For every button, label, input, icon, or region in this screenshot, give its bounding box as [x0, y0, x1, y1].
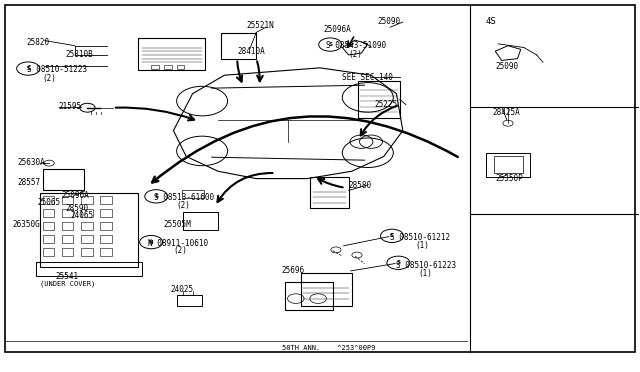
Bar	[100, 222, 111, 230]
Bar	[183, 212, 218, 230]
Text: (UNDER COVER): (UNDER COVER)	[40, 280, 95, 287]
Text: (2): (2)	[349, 50, 362, 59]
Bar	[358, 81, 399, 118]
Bar	[301, 273, 352, 306]
Text: 4S: 4S	[486, 17, 497, 26]
Bar	[151, 65, 159, 69]
Text: S: S	[396, 260, 401, 265]
Text: 26350G: 26350G	[13, 220, 40, 229]
Text: 24065: 24065	[70, 211, 93, 220]
Bar	[310, 177, 349, 208]
Text: 28425A: 28425A	[492, 108, 520, 117]
Bar	[62, 235, 74, 243]
Text: 25810B: 25810B	[65, 51, 93, 60]
Bar	[62, 248, 74, 256]
Bar	[81, 209, 93, 217]
Text: (1): (1)	[419, 269, 433, 278]
Text: S 08510-61223: S 08510-61223	[396, 261, 456, 270]
Bar	[43, 235, 54, 243]
Bar	[138, 38, 205, 70]
Text: SEE SEC.140: SEE SEC.140	[342, 73, 393, 81]
Bar	[177, 65, 184, 69]
Text: (2): (2)	[177, 201, 191, 210]
Text: S 08510-61212: S 08510-61212	[390, 233, 450, 242]
Bar	[182, 190, 204, 198]
Bar	[43, 169, 84, 190]
Text: 25090: 25090	[495, 61, 518, 71]
Text: N: N	[149, 240, 154, 245]
Text: S: S	[154, 194, 158, 199]
Bar	[100, 196, 111, 205]
Bar	[62, 196, 74, 205]
Bar	[43, 222, 54, 230]
Text: S 08543-51090: S 08543-51090	[326, 41, 387, 50]
Text: 25096A: 25096A	[323, 25, 351, 33]
Bar	[43, 209, 54, 217]
Text: 25350P: 25350P	[495, 174, 523, 183]
Text: 25096A: 25096A	[62, 191, 90, 200]
Text: 25696: 25696	[282, 266, 305, 275]
Bar	[100, 248, 111, 256]
Bar	[164, 65, 172, 69]
Bar	[494, 157, 523, 173]
Bar	[43, 248, 54, 256]
Text: 25225: 25225	[374, 100, 397, 109]
Bar	[36, 262, 141, 276]
Bar	[486, 153, 531, 177]
Text: S 08510-51223: S 08510-51223	[27, 65, 87, 74]
Bar	[62, 209, 74, 217]
Bar	[81, 235, 93, 243]
Bar	[62, 222, 74, 230]
Text: 25630A: 25630A	[17, 157, 45, 167]
Text: 25065: 25065	[37, 198, 60, 207]
Text: S: S	[26, 66, 30, 71]
Text: S 08513-61600: S 08513-61600	[154, 193, 214, 202]
Text: N 08911-10610: N 08911-10610	[148, 239, 208, 248]
Text: 25820: 25820	[27, 38, 50, 46]
Bar	[100, 235, 111, 243]
Text: 21595: 21595	[59, 102, 82, 111]
Text: S: S	[328, 42, 332, 47]
Bar	[81, 222, 93, 230]
Bar	[81, 248, 93, 256]
Text: 28557: 28557	[17, 178, 40, 187]
Text: 25090: 25090	[378, 17, 401, 26]
Text: (2): (2)	[43, 74, 57, 83]
Text: (1): (1)	[415, 241, 429, 250]
Text: 28410A: 28410A	[237, 47, 265, 56]
Bar	[81, 196, 93, 205]
Bar	[43, 196, 54, 205]
Text: 24025: 24025	[170, 285, 193, 294]
Text: 50TH ANN.    ^253^00P9: 50TH ANN. ^253^00P9	[282, 346, 375, 352]
Text: S: S	[390, 233, 394, 238]
Bar	[100, 209, 111, 217]
Text: 25541: 25541	[56, 272, 79, 281]
Text: 25521N: 25521N	[246, 21, 275, 30]
Bar	[221, 33, 256, 59]
Text: 28580: 28580	[349, 182, 372, 190]
Bar	[40, 193, 138, 267]
Text: 28590: 28590	[65, 203, 88, 213]
Bar	[177, 295, 202, 306]
Bar	[285, 282, 333, 310]
Text: 25505M: 25505M	[164, 220, 191, 229]
Text: (2): (2)	[173, 246, 188, 255]
